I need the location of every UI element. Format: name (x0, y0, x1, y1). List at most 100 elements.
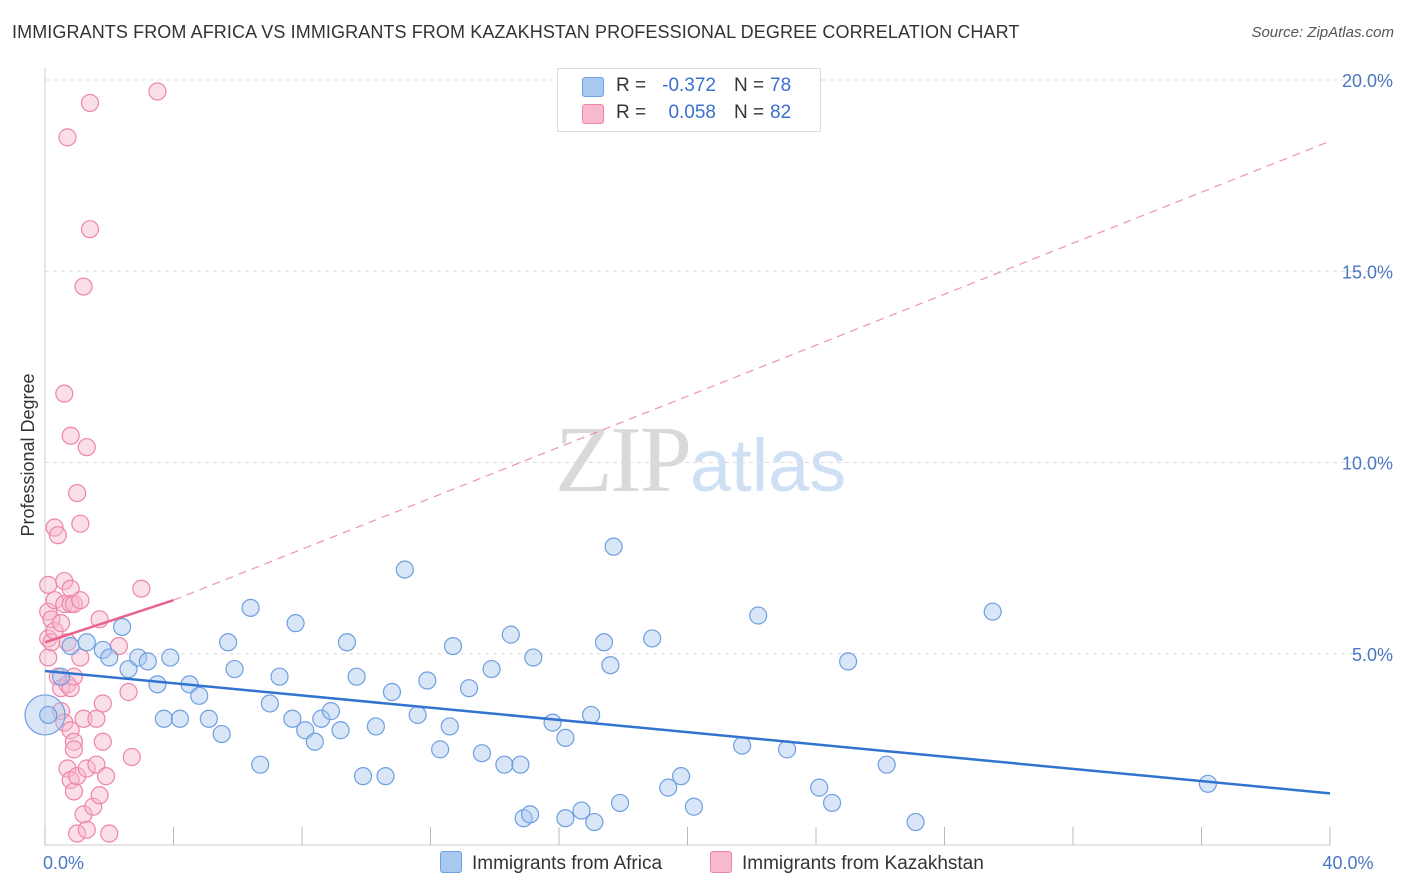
bottom-legend-label-kazakhstan: Immigrants from Kazakhstan (742, 853, 984, 874)
kazakhstan-point (148, 82, 167, 101)
africa-point (199, 709, 218, 728)
africa-point (524, 648, 543, 667)
africa-point (572, 801, 591, 820)
africa-point (839, 652, 858, 671)
africa-point (100, 648, 119, 667)
kazakhstan-trend-line (44, 599, 174, 644)
kazakhstan-point (51, 614, 71, 633)
kazakhstan-point (84, 797, 103, 816)
africa-point-large (24, 694, 66, 736)
africa-point (440, 717, 459, 736)
africa-point (260, 694, 279, 713)
legend-r-value: -0.372 (662, 75, 716, 96)
africa-point (241, 598, 260, 617)
africa-point (418, 671, 437, 690)
africa-point (225, 659, 244, 679)
kazakhstan-point (74, 805, 93, 824)
trend-lines (44, 140, 1331, 795)
y-tick-label: 20.0% (1342, 71, 1393, 91)
africa-point (148, 675, 167, 694)
legend-swatch-africa (582, 77, 604, 97)
africa-point (77, 633, 96, 652)
africa-point (604, 537, 623, 556)
africa-point (129, 648, 148, 667)
africa-trend-line (44, 669, 1331, 795)
africa-points (24, 537, 1218, 832)
africa-point (610, 793, 630, 813)
africa-point (61, 636, 80, 656)
africa-point (138, 652, 157, 671)
africa-point (190, 686, 209, 705)
kazakhstan-point (74, 277, 93, 296)
kazakhstan-trend-extension (173, 140, 1331, 601)
bottom-legend-swatch-kazakhstan (710, 851, 732, 873)
africa-point (459, 679, 479, 698)
legend-r-value: 0.058 (668, 102, 716, 123)
africa-point (585, 812, 604, 832)
legend-r-label: R = (616, 102, 647, 123)
y-tick-label: 15.0% (1342, 262, 1393, 282)
y-tick-label: 5.0% (1352, 645, 1393, 665)
legend-n-value: 78 (770, 75, 792, 96)
africa-point (270, 667, 289, 686)
africa-point (353, 767, 373, 786)
kazakhstan-point (58, 128, 77, 147)
bottom-legend-africa: Immigrants from Africa (440, 851, 662, 875)
africa-point (472, 744, 491, 763)
africa-point (749, 606, 768, 625)
africa-point (347, 667, 366, 686)
x-tick-label: 0.0% (43, 853, 84, 873)
kazakhstan-point (132, 579, 151, 598)
bottom-legend-kazakhstan: Immigrants from Kazakhstan (710, 851, 984, 875)
kazakhstan-point (39, 648, 58, 667)
africa-point (495, 755, 514, 774)
africa-point (906, 812, 925, 832)
africa-point (501, 625, 520, 644)
africa-point (170, 709, 190, 728)
kazakhstan-point (87, 709, 106, 728)
kazakhstan-point (42, 610, 61, 629)
kazakhstan-point (122, 747, 141, 767)
africa-point (331, 721, 350, 740)
kazakhstan-point (80, 220, 100, 239)
source-credit: Source: ZipAtlas.com (1251, 24, 1394, 41)
kazakhstan-point (48, 526, 67, 545)
africa-point (520, 805, 540, 824)
legend-r-label: R = (616, 75, 647, 96)
x-tick-label: 40.0% (1322, 853, 1373, 873)
africa-point (443, 636, 463, 656)
africa-point (556, 809, 575, 828)
tick-labels: 5.0% 10.0% 15.0% 20.0% 0.0% 40.0% (43, 71, 1393, 873)
africa-point (543, 713, 562, 732)
kazakhstan-point (68, 484, 87, 503)
africa-point (482, 659, 501, 679)
africa-point (877, 755, 896, 774)
africa-point (366, 717, 385, 736)
watermark-atlas: atlas (690, 424, 847, 507)
africa-point (556, 728, 575, 748)
bottom-legend-label-africa: Immigrants from Africa (472, 853, 663, 874)
kazakhstan-point (77, 759, 96, 778)
africa-point (643, 629, 662, 648)
africa-point (408, 705, 427, 725)
kazakhstan-point (39, 575, 58, 595)
africa-point (671, 767, 691, 786)
kazakhstan-point (61, 426, 80, 445)
africa-point (431, 740, 450, 759)
africa-point (511, 755, 530, 774)
kazakhstan-point (90, 786, 109, 805)
kazakhstan-point (96, 767, 116, 786)
africa-point (283, 709, 302, 728)
kazakhstan-point (80, 93, 100, 113)
africa-point (582, 705, 601, 725)
africa-point (822, 793, 842, 813)
legend-swatch-kazakhstan (582, 104, 604, 124)
watermark: ZIPatlas (555, 405, 846, 514)
africa-point (594, 633, 614, 652)
kazakhstan-point (64, 732, 84, 751)
grid-lines (45, 79, 1392, 655)
kazakhstan-point (93, 732, 112, 751)
legend-n-value: 82 (770, 102, 792, 123)
africa-point (810, 778, 829, 797)
africa-point (312, 709, 331, 728)
